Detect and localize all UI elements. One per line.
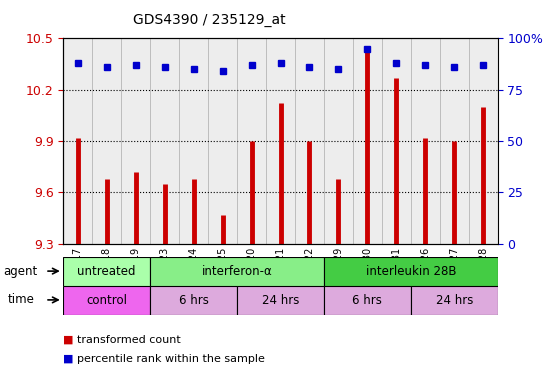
Bar xyxy=(469,38,498,244)
Text: ■: ■ xyxy=(63,335,74,345)
Text: agent: agent xyxy=(3,265,37,278)
Text: 6 hrs: 6 hrs xyxy=(179,294,208,307)
Bar xyxy=(266,38,295,244)
Bar xyxy=(150,257,324,286)
Text: 24 hrs: 24 hrs xyxy=(436,294,473,307)
Bar xyxy=(237,286,324,315)
Text: ■: ■ xyxy=(63,354,74,364)
Bar xyxy=(382,38,411,244)
Bar xyxy=(411,38,440,244)
Bar xyxy=(324,38,353,244)
Text: 6 hrs: 6 hrs xyxy=(353,294,382,307)
Bar xyxy=(324,286,411,315)
Text: untreated: untreated xyxy=(78,265,136,278)
Text: percentile rank within the sample: percentile rank within the sample xyxy=(77,354,265,364)
Bar xyxy=(92,38,121,244)
Text: GDS4390 / 235129_at: GDS4390 / 235129_at xyxy=(133,13,285,27)
Bar xyxy=(208,38,237,244)
Bar xyxy=(179,38,208,244)
Bar xyxy=(353,38,382,244)
Text: 24 hrs: 24 hrs xyxy=(262,294,299,307)
Text: control: control xyxy=(86,294,127,307)
Bar xyxy=(295,38,324,244)
Bar xyxy=(237,38,266,244)
Bar xyxy=(63,38,92,244)
Bar xyxy=(411,286,498,315)
Bar xyxy=(63,286,150,315)
Bar xyxy=(150,38,179,244)
Bar xyxy=(121,38,150,244)
Bar xyxy=(324,257,498,286)
Bar xyxy=(63,257,150,286)
Text: interleukin 28B: interleukin 28B xyxy=(366,265,456,278)
Text: transformed count: transformed count xyxy=(77,335,181,345)
Text: time: time xyxy=(7,293,34,306)
Bar xyxy=(150,286,237,315)
Bar xyxy=(440,38,469,244)
Text: interferon-α: interferon-α xyxy=(202,265,272,278)
